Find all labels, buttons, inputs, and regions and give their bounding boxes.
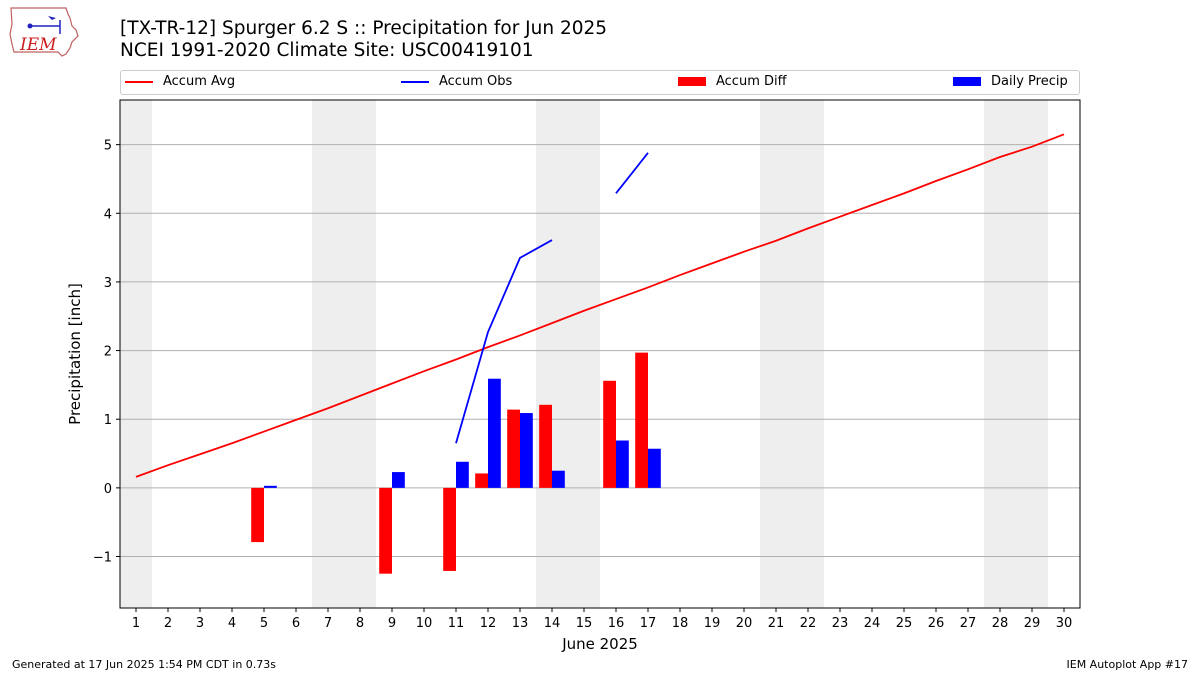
y-tick-label-4: 4 bbox=[104, 207, 112, 222]
bar-accum-diff-day-12 bbox=[475, 473, 488, 488]
weekend-shade-day-28 bbox=[984, 100, 1016, 608]
bar-daily-precip-day-17 bbox=[648, 448, 661, 488]
logo-text: IEM bbox=[19, 35, 57, 55]
x-tick-label-6: 6 bbox=[292, 616, 300, 631]
x-tick-label-15: 15 bbox=[576, 616, 593, 631]
x-axis-label: June 2025 bbox=[561, 635, 638, 653]
legend: Accum Avg Accum Obs Accum Diff Daily Pre… bbox=[120, 70, 1080, 95]
x-tick-label-21: 21 bbox=[768, 616, 785, 631]
x-tick-label-18: 18 bbox=[672, 616, 689, 631]
x-tick-label-17: 17 bbox=[640, 616, 657, 631]
legend-swatch-daily-precip bbox=[953, 77, 981, 86]
bar-daily-precip-day-13 bbox=[520, 413, 533, 488]
x-tick-label-22: 22 bbox=[800, 616, 817, 631]
bar-accum-diff-day-14 bbox=[539, 404, 552, 488]
x-tick-label-8: 8 bbox=[356, 616, 364, 631]
x-tick-label-27: 27 bbox=[960, 616, 977, 631]
bar-daily-precip-day-14 bbox=[552, 470, 565, 488]
x-tick-label-23: 23 bbox=[832, 616, 849, 631]
x-tick-label-20: 20 bbox=[736, 616, 753, 631]
legend-swatch-accum-avg bbox=[125, 80, 153, 83]
weekend-shade-day-1 bbox=[120, 100, 152, 608]
legend-swatch-accum-diff bbox=[678, 77, 706, 86]
y-tick-label-1: 1 bbox=[104, 413, 112, 428]
plot-frame bbox=[119, 99, 1081, 609]
y-tick-label--1: −1 bbox=[93, 551, 112, 566]
iem-logo-icon: IEM bbox=[9, 7, 79, 57]
y-tick-label-2: 2 bbox=[104, 345, 112, 360]
x-tick-label-13: 13 bbox=[512, 616, 529, 631]
x-tick-label-5: 5 bbox=[260, 616, 268, 631]
x-tick-label-24: 24 bbox=[864, 616, 881, 631]
x-tick-label-7: 7 bbox=[324, 616, 332, 631]
x-tick-label-28: 28 bbox=[992, 616, 1009, 631]
y-ticks: −1 0 1 2 3 4 5 bbox=[93, 139, 120, 566]
bar-accum-diff-day-9 bbox=[379, 487, 392, 574]
line-accum-avg-segment-0 bbox=[135, 133, 1065, 478]
weekend-shading bbox=[120, 100, 1048, 608]
legend-label-accum-diff: Accum Diff bbox=[716, 74, 787, 89]
x-tick-label-2: 2 bbox=[164, 616, 172, 631]
x-tick-label-14: 14 bbox=[544, 616, 561, 631]
bar-daily-precip-day-9 bbox=[392, 472, 405, 488]
weekend-shade-day-8 bbox=[344, 100, 376, 608]
bar-daily-precip-day-5 bbox=[264, 485, 277, 488]
footer-generated: Generated at 17 Jun 2025 1:54 PM CDT in … bbox=[12, 658, 277, 671]
x-tick-label-9: 9 bbox=[388, 616, 396, 631]
legend-label-accum-avg: Accum Avg bbox=[163, 74, 236, 89]
chart-title: [TX-TR-12] Spurger 6.2 S :: Precipitatio… bbox=[120, 18, 608, 39]
y-tick-label-5: 5 bbox=[104, 139, 112, 154]
weekend-shade-day-29 bbox=[1016, 100, 1048, 608]
weekend-shade-day-22 bbox=[792, 100, 824, 608]
y-tick-label-3: 3 bbox=[104, 276, 112, 291]
x-tick-label-19: 19 bbox=[704, 616, 721, 631]
line-accum-obs-segment-0 bbox=[455, 239, 553, 444]
x-tick-label-29: 29 bbox=[1024, 616, 1041, 631]
bar-accum-diff-day-16 bbox=[603, 380, 616, 488]
x-ticks: 1 2 3 4 5 6 7 8 9 10 11 12 13 14 15 16 17 18 19 20 21 22 23 24 2… bbox=[132, 608, 1072, 631]
x-tick-label-3: 3 bbox=[196, 616, 204, 631]
weekend-shade-day-15 bbox=[568, 100, 600, 608]
chart-subtitle: NCEI 1991-2020 Climate Site: USC00419101 bbox=[120, 40, 534, 61]
iem-logo: IEM bbox=[8, 6, 80, 62]
x-tick-label-1: 1 bbox=[132, 616, 140, 631]
bar-daily-precip-day-11 bbox=[456, 461, 469, 488]
footer-app: IEM Autoplot App #17 bbox=[1066, 658, 1189, 671]
legend-swatch-accum-obs bbox=[401, 80, 429, 83]
x-tick-label-16: 16 bbox=[608, 616, 625, 631]
x-tick-label-4: 4 bbox=[228, 616, 236, 631]
y-axis-label: Precipitation [inch] bbox=[66, 283, 84, 425]
lines bbox=[135, 133, 1065, 478]
x-tick-label-26: 26 bbox=[928, 616, 945, 631]
legend-item-accum-diff: Accum Diff bbox=[678, 74, 787, 89]
bar-accum-diff-day-17 bbox=[635, 352, 648, 488]
weekend-shade-day-7 bbox=[312, 100, 344, 608]
bar-accum-diff-day-11 bbox=[443, 487, 456, 571]
bars bbox=[251, 352, 661, 574]
bar-accum-diff-day-13 bbox=[507, 409, 520, 488]
legend-item-daily-precip: Daily Precip bbox=[953, 74, 1068, 89]
y-gridlines bbox=[120, 144, 1080, 558]
bar-daily-precip-day-16 bbox=[616, 440, 629, 488]
legend-label-accum-obs: Accum Obs bbox=[439, 74, 513, 89]
x-tick-label-25: 25 bbox=[896, 616, 913, 631]
bar-accum-diff-day-5 bbox=[251, 487, 264, 543]
y-tick-label-0: 0 bbox=[104, 482, 112, 497]
weekend-shade-day-21 bbox=[760, 100, 792, 608]
x-tick-label-10: 10 bbox=[416, 616, 433, 631]
x-tick-label-30: 30 bbox=[1056, 616, 1073, 631]
legend-label-daily-precip: Daily Precip bbox=[991, 74, 1068, 89]
weekend-shade-day-14 bbox=[536, 100, 568, 608]
x-tick-label-11: 11 bbox=[448, 616, 465, 631]
x-tick-label-12: 12 bbox=[480, 616, 497, 631]
legend-item-accum-obs: Accum Obs bbox=[401, 74, 512, 89]
bar-daily-precip-day-12 bbox=[488, 378, 501, 488]
legend-item-accum-avg: Accum Avg bbox=[125, 74, 235, 89]
line-accum-obs-segment-1 bbox=[615, 152, 649, 194]
